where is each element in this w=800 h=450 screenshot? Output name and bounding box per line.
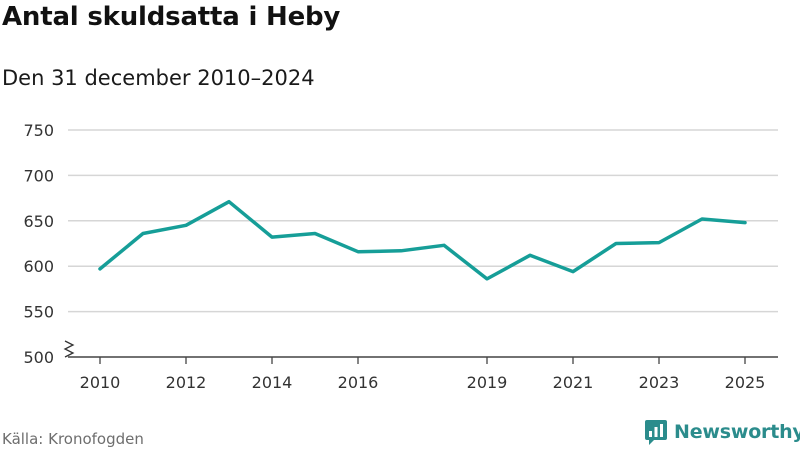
y-axis-tick-labels: 500 550 600 650 700 750 <box>23 121 54 367</box>
brand-name: Newsworthy <box>674 421 800 443</box>
series-layer <box>98 199 747 281</box>
x-tick-label-2010: 2010 <box>80 373 121 392</box>
chart-title: Antal skuldsatta i Heby <box>2 2 341 32</box>
brand-logo: Newsworthy <box>644 418 800 446</box>
x-tick-label-2012: 2012 <box>166 373 207 392</box>
source-note: Källa: Kronofogden <box>2 430 144 448</box>
x-axis-tick-labels: 2010 2012 2014 2016 2019 2021 2023 2025 <box>80 373 766 392</box>
y-tick-label-500: 500 <box>23 348 54 367</box>
grid-lines <box>68 129 778 313</box>
x-tick-label-2025: 2025 <box>725 373 766 392</box>
newsworthy-logo-icon <box>645 420 667 445</box>
y-tick-label-600: 600 <box>23 257 54 276</box>
y-tick-label-650: 650 <box>23 212 54 231</box>
x-axis <box>63 340 778 364</box>
chart-subtitle: Den 31 december 2010–2024 <box>2 66 315 90</box>
series-line <box>98 199 747 281</box>
x-tick-label-2014: 2014 <box>252 373 293 392</box>
x-tick-label-2023: 2023 <box>639 373 680 392</box>
y-tick-label-750: 750 <box>23 121 54 140</box>
y-tick-label-550: 550 <box>23 303 54 322</box>
axis-break-icon <box>63 340 75 358</box>
y-tick-label-700: 700 <box>23 166 54 185</box>
x-tick-label-2021: 2021 <box>553 373 594 392</box>
x-tick-label-2019: 2019 <box>467 373 508 392</box>
x-tick-label-2016: 2016 <box>338 373 379 392</box>
